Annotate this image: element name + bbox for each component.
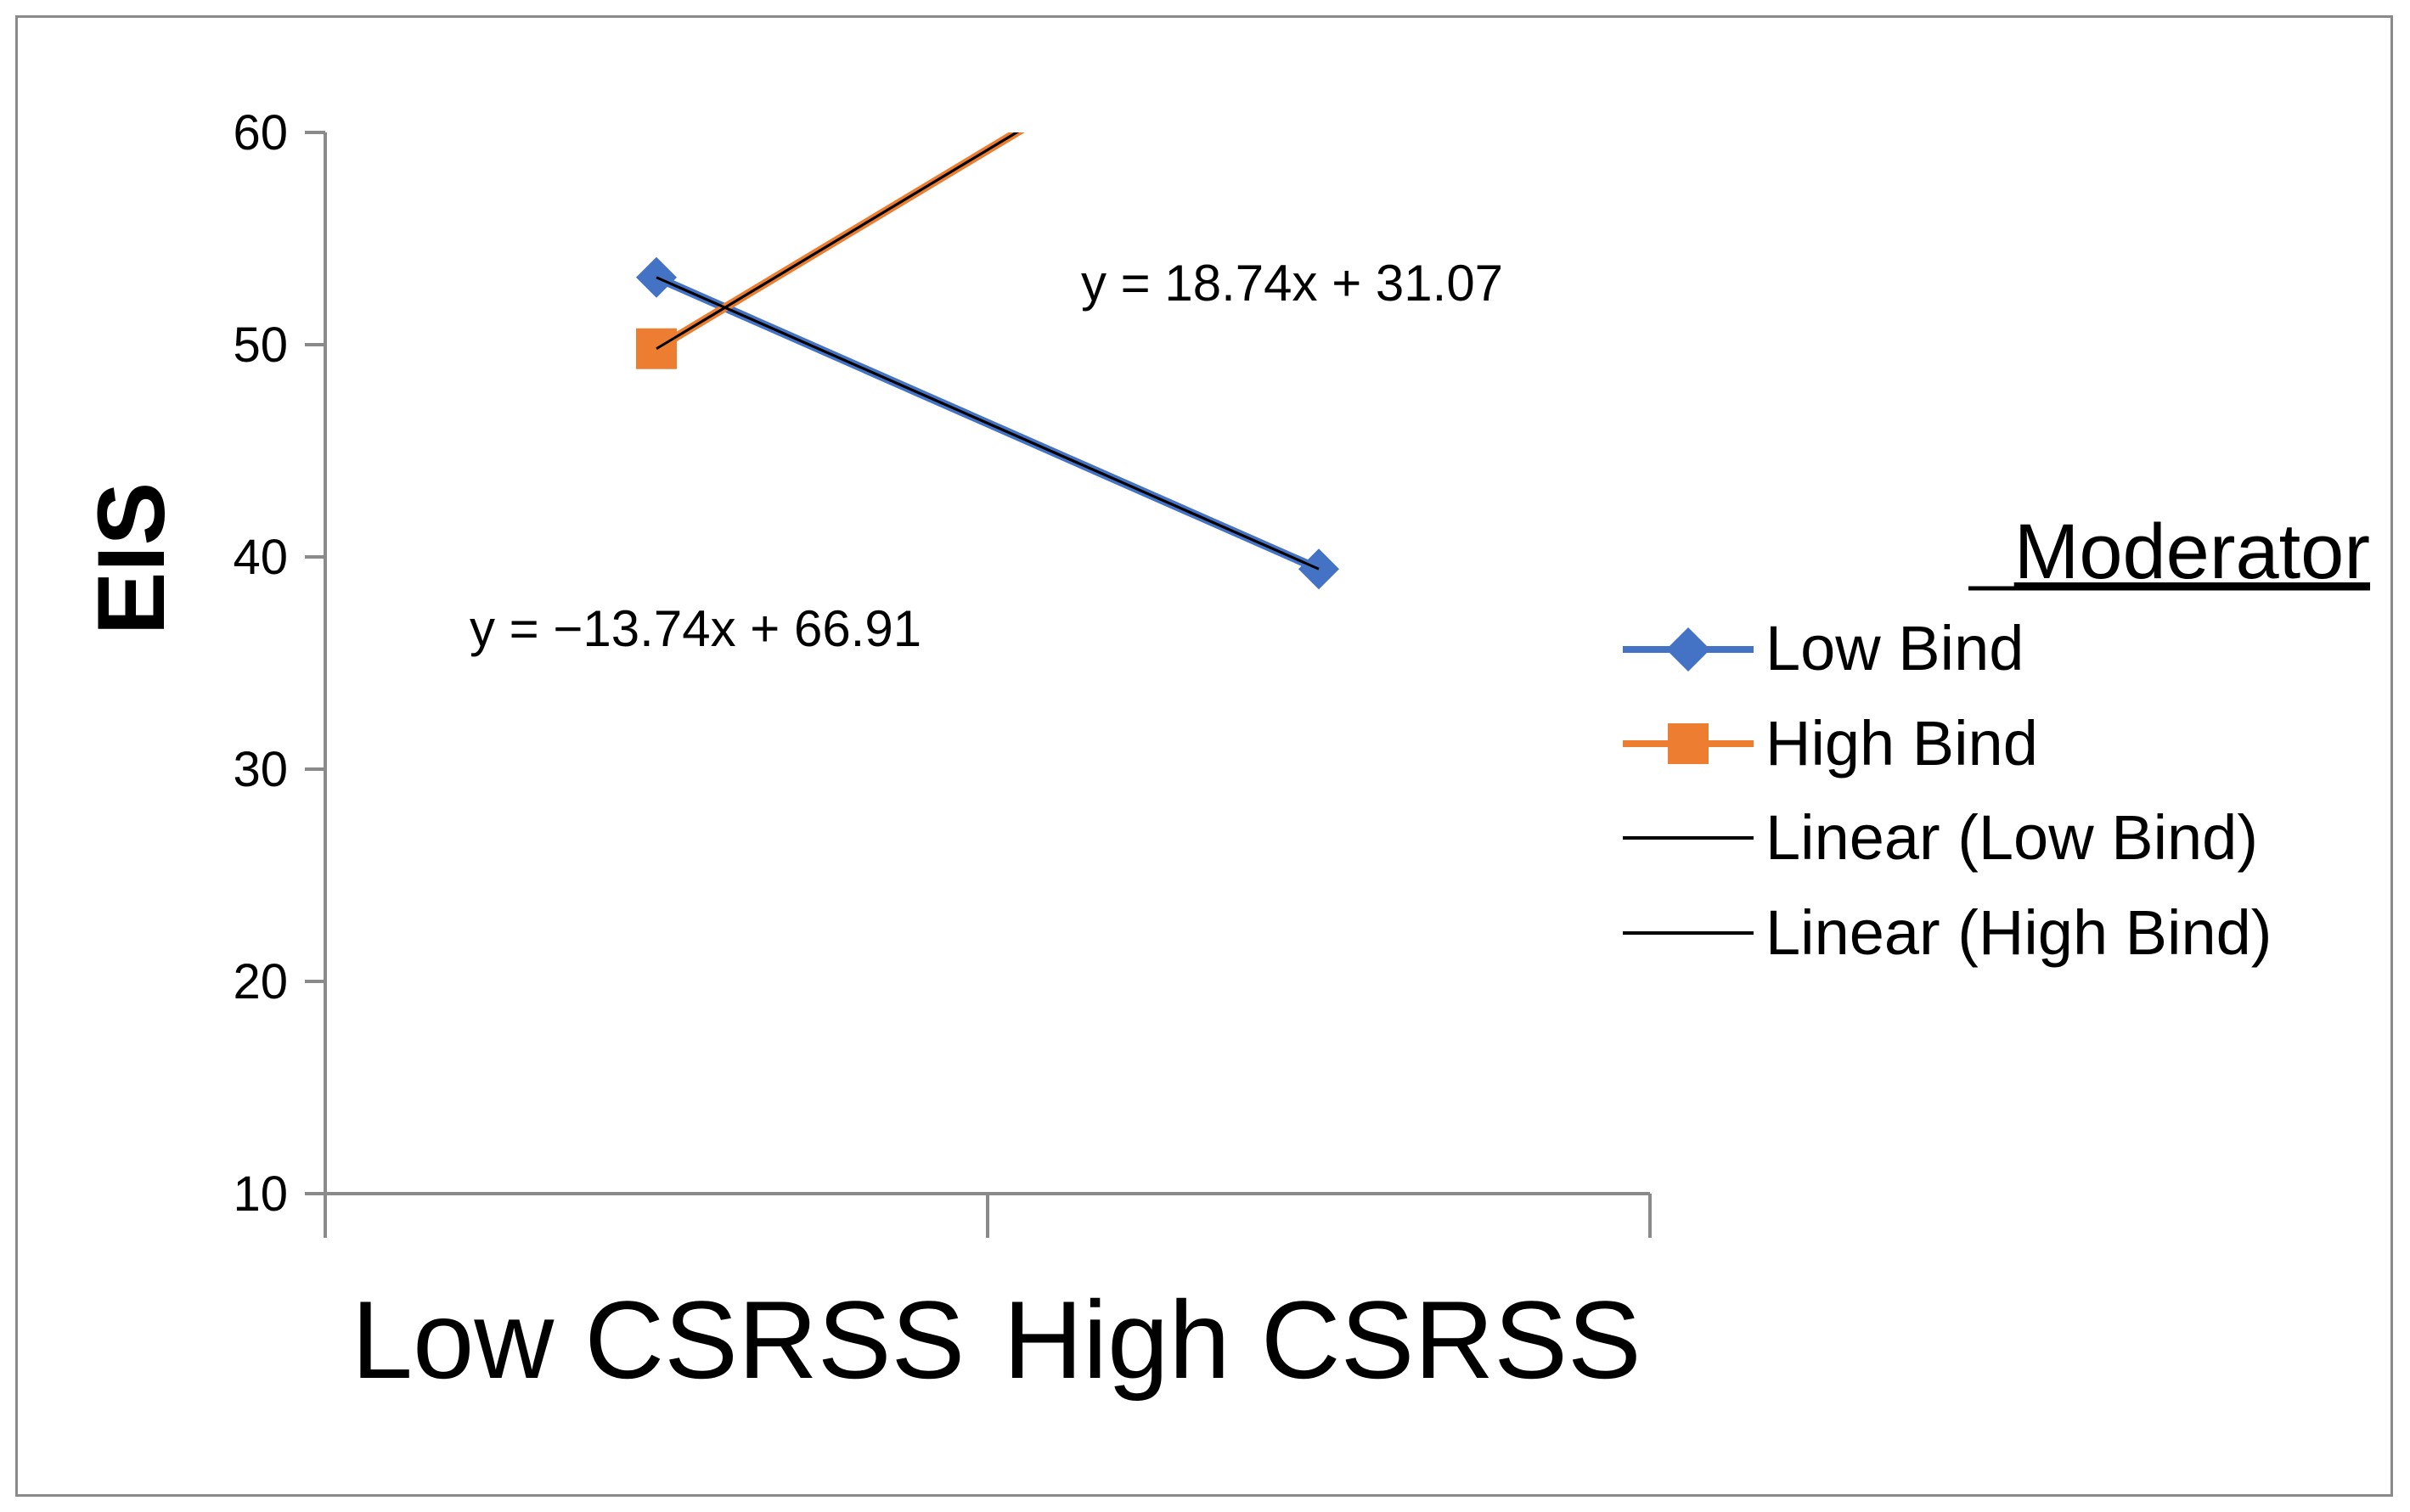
legend: Moderator Low Bind High Bind Linear (Low… [1623, 509, 2370, 968]
y-tick-label: 50 [233, 318, 288, 373]
x-category-label: High CSRSS [1003, 1278, 1641, 1402]
y-tick-label: 30 [233, 742, 288, 797]
chart-canvas: 10 20 30 40 50 60 EIS y = 18.74x + 31.07 y = … [78, 105, 2370, 1402]
legend-marker-square [1668, 723, 1709, 764]
y-tick-label: 20 [233, 954, 288, 1009]
y-tick-label: 60 [233, 105, 288, 160]
legend-label-linear-high-bind: Linear (High Bind) [1765, 897, 2272, 968]
y-axis-title: EIS [78, 482, 184, 636]
trendline-overlay [656, 132, 1020, 351]
trendline-equation-high-bind: y = 18.74x + 31.07 [1081, 255, 1503, 312]
x-category-label: Low CSRSS [352, 1278, 966, 1402]
legend-marker-diamond [1666, 627, 1710, 672]
legend-title: Moderator [2014, 509, 2370, 595]
y-tick-label: 40 [233, 530, 288, 585]
legend-label-high-bind: High Bind [1765, 708, 2038, 778]
chart-frame: 10 20 30 40 50 60 EIS y = 18.74x + 31.07 y = … [15, 15, 2393, 1497]
trendline-equation-low-bind: y = −13.74x + 66.91 [470, 600, 921, 657]
legend-label-low-bind: Low Bind [1765, 613, 2024, 683]
trendline-overlay [656, 276, 1320, 571]
legend-label-linear-low-bind: Linear (Low Bind) [1765, 802, 2258, 873]
y-tick-label: 10 [233, 1166, 288, 1222]
